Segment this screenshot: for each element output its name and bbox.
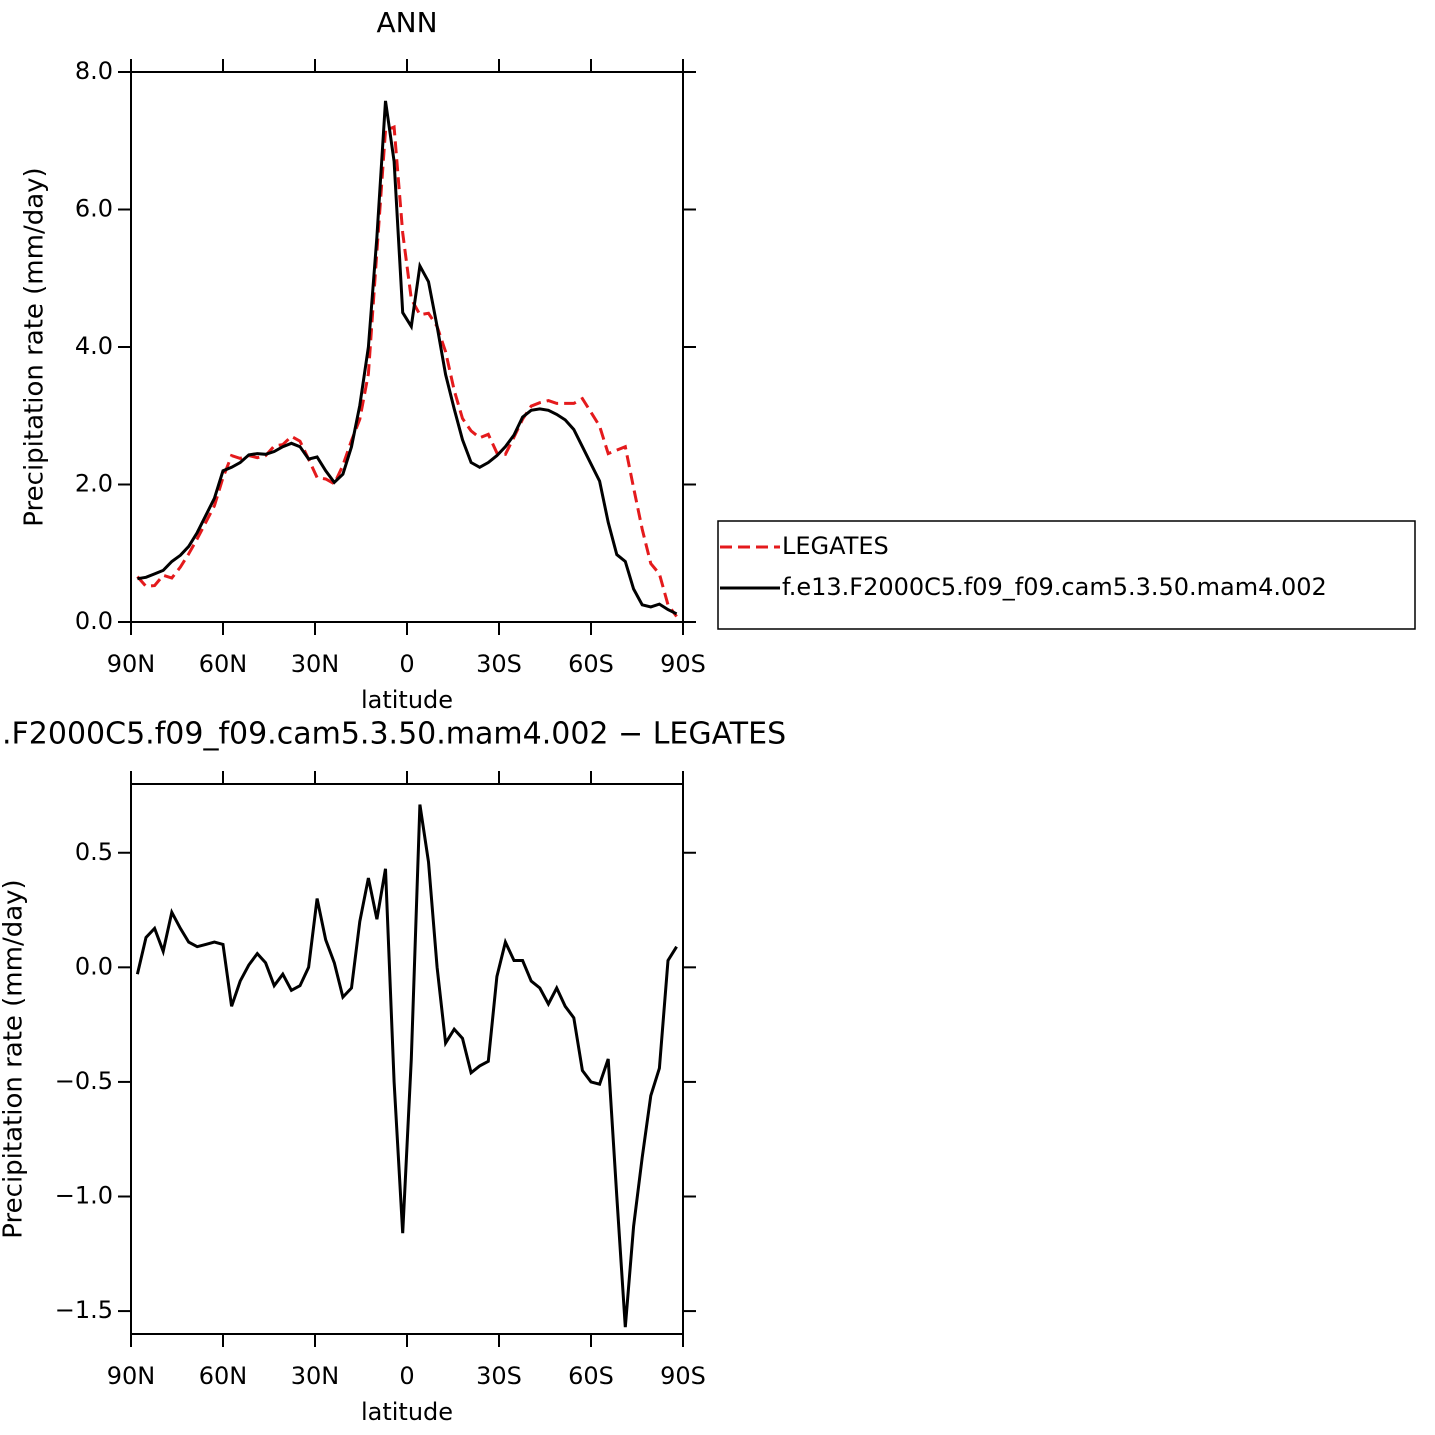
y-tick-label: −0.5: [55, 1067, 113, 1095]
plot-frame: [130, 783, 684, 1335]
data-line: [135, 804, 678, 1328]
y-tick-label: −1.5: [55, 1296, 113, 1324]
y-axis-label: Precipitation rate (mm/day): [20, 167, 50, 526]
data-line: [137, 100, 678, 616]
y-tick-label: −1.0: [55, 1182, 113, 1210]
y-tick-label: 6.0: [75, 195, 113, 223]
x-tick-label: 0: [399, 650, 414, 678]
y-tick-label: 2.0: [75, 470, 113, 498]
x-tick-label: 90N: [107, 1362, 156, 1390]
y-tick-label: 0.0: [75, 607, 113, 635]
y-tick-label: 0.0: [75, 952, 113, 980]
y-tick-label: 0.5: [75, 838, 113, 866]
chart-title: ANN: [376, 6, 437, 39]
y-axis-label: Precipitation rate (mm/day): [0, 879, 29, 1238]
x-axis-label: latitude: [361, 686, 453, 714]
x-tick-label: 60N: [199, 1362, 248, 1390]
x-tick-label: 90S: [660, 1362, 706, 1390]
x-tick-label: 60S: [568, 1362, 614, 1390]
legend-box: [717, 520, 1416, 630]
x-tick-label: 60S: [568, 650, 614, 678]
x-tick-label: 90N: [107, 650, 156, 678]
x-tick-label: 30N: [291, 1362, 340, 1390]
data-line: [136, 124, 678, 618]
chart-title: .F2000C5.f09_f09.cam5.3.50.mam4.002 − LE…: [2, 717, 786, 752]
legend-label: LEGATES: [782, 532, 889, 560]
plot-frame: [130, 71, 684, 623]
y-tick-label: 4.0: [75, 332, 113, 360]
x-tick-label: 30S: [476, 650, 522, 678]
legend-label: f.e13.F2000C5.f09_f09.cam5.3.50.mam4.002: [782, 573, 1327, 601]
x-tick-label: 60N: [199, 650, 248, 678]
x-axis-label: latitude: [361, 1398, 453, 1426]
x-tick-label: 30N: [291, 650, 340, 678]
y-tick-label: 8.0: [75, 57, 113, 85]
x-tick-label: 90S: [660, 650, 706, 678]
x-tick-label: 30S: [476, 1362, 522, 1390]
x-tick-label: 0: [399, 1362, 414, 1390]
